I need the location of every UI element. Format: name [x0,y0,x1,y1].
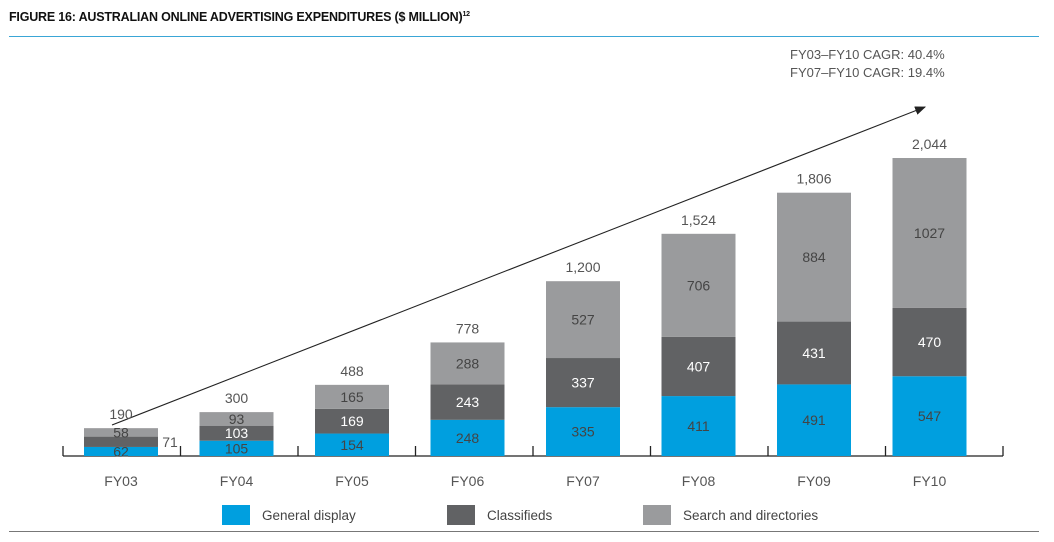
data-label: 431 [802,345,826,361]
data-label: 527 [571,312,595,328]
data-label: 103 [225,425,249,441]
legend-search-directories: Search and directories [643,505,818,525]
bar-classifieds [315,408,389,434]
bar-search-and-directories [315,384,389,409]
x-tick-label: FY06 [451,473,485,489]
bar-search-and-directories [199,412,274,426]
legend-swatch [447,505,475,525]
bar-search-and-directories [892,158,967,308]
legend-swatch [643,505,671,525]
data-label: 58 [113,424,129,440]
data-label: 154 [340,437,364,453]
data-label: 547 [918,408,942,424]
cagr-arrow [111,106,927,426]
data-label: 169 [340,413,364,429]
total-label: 190 [109,406,133,422]
data-label: 884 [802,249,826,265]
x-tick-label: FY04 [220,473,254,489]
bar-classifieds [199,425,274,441]
data-label: 470 [918,334,942,350]
bar-general-display [661,396,736,456]
x-tick-label: FY05 [335,473,369,489]
bar-classifieds [430,384,505,420]
total-label: 300 [225,390,249,406]
bar-classifieds [546,358,620,408]
legend-label: Search and directories [683,507,819,523]
data-label: 248 [456,430,480,446]
x-tick-label: FY03 [104,473,138,489]
cagr-annotation-2: FY07–FY10 CAGR: 19.4% [790,65,945,80]
data-label: 335 [571,424,595,440]
x-tick-label: FY09 [797,473,831,489]
data-label: 1027 [914,225,945,241]
total-label: 488 [340,363,364,379]
bar-classifieds [777,321,851,385]
bar-search-and-directories [777,192,851,322]
legend-label: General display [262,507,356,523]
legend-general-display: General display [222,505,356,525]
data-label: 105 [225,440,249,456]
bar-classifieds [892,307,967,377]
bar-general-display [84,446,158,456]
bar-search-and-directories [546,281,620,359]
data-label: 411 [687,418,710,434]
bar-general-display [430,419,505,456]
data-label: 288 [456,355,480,371]
data-label: 71 [162,434,178,450]
total-label: 1,524 [681,212,716,228]
data-label: 706 [687,277,711,293]
bottom-rule [9,531,1039,532]
bar-general-display [777,384,851,456]
data-label: 165 [340,389,364,405]
data-label: 491 [802,412,826,428]
data-label: 407 [687,358,711,374]
title-rule [9,36,1039,37]
total-label: 1,806 [796,171,831,187]
title-footnote: 12 [462,10,470,18]
title-text: FIGURE 16: AUSTRALIAN ONLINE ADVERTISING… [9,10,463,24]
bar-general-display [199,440,274,456]
bar-search-and-directories [430,342,505,385]
bar-classifieds [661,336,736,397]
bar-search-and-directories [84,428,158,437]
x-tick-label: FY08 [682,473,716,489]
data-label: 62 [113,443,129,459]
legend-label: Classifieds [487,507,553,523]
bar-classifieds [84,436,158,447]
bar-general-display [315,433,389,456]
data-label: 243 [456,394,480,410]
x-tick-label: FY10 [913,473,947,489]
total-label: 778 [456,320,480,336]
total-label: 1,200 [565,259,600,275]
x-tick-label: FY07 [566,473,600,489]
legend-classifieds: Classifieds [447,505,552,525]
bar-general-display [892,376,967,456]
cagr-annotation-1: FY03–FY10 CAGR: 40.4% [790,47,945,62]
data-label: 337 [571,375,595,391]
total-label: 2,044 [912,136,947,152]
bar-general-display [546,407,620,456]
chart-title: FIGURE 16: AUSTRALIAN ONLINE ADVERTISING… [9,10,470,24]
data-label: 93 [229,411,245,427]
legend-swatch [222,505,250,525]
bar-search-and-directories [661,233,736,337]
